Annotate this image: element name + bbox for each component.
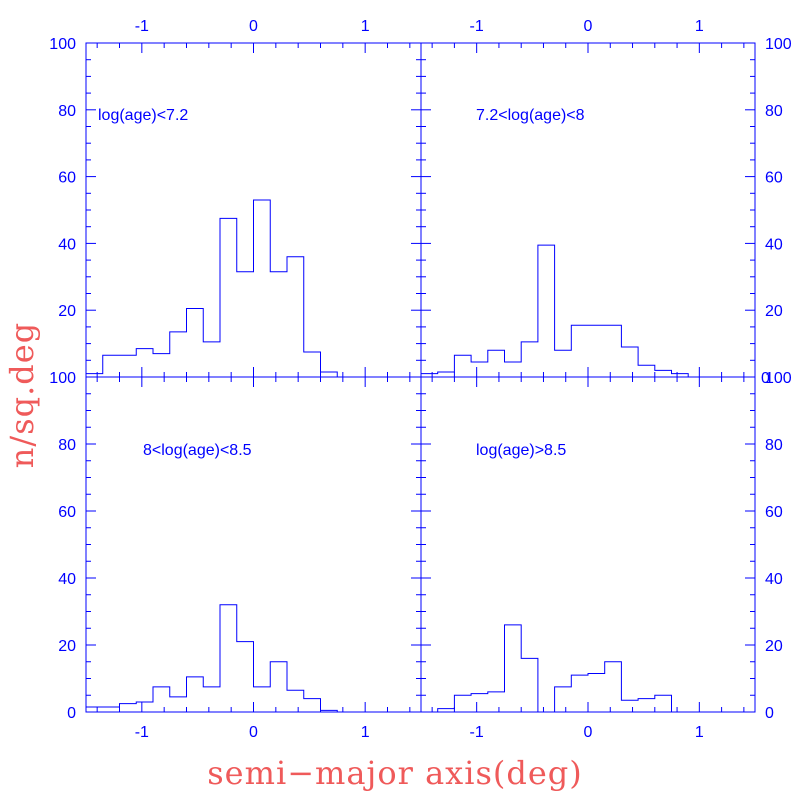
x-tick-label: 0 <box>584 724 593 741</box>
y-tick-label: 0 <box>67 705 76 722</box>
y-tick-label: 100 <box>765 370 792 387</box>
panel-frame <box>420 376 756 713</box>
y-tick-label: 20 <box>58 638 76 655</box>
y-tick-label: 20 <box>765 638 783 655</box>
y-tick-label: 60 <box>58 170 76 187</box>
x-tick-label: 1 <box>695 18 704 35</box>
x-tick-label: 1 <box>695 724 704 741</box>
y-axis-title: n/sq.deg <box>3 322 41 468</box>
y-tick-label: 40 <box>765 236 783 253</box>
panel-label: 8<log(age)<8.5 <box>143 442 252 459</box>
histogram-line <box>86 604 421 713</box>
x-tick-label: -1 <box>135 18 149 35</box>
x-tick-label: -1 <box>470 18 484 35</box>
x-tick-label: 1 <box>361 18 370 35</box>
histogram-line <box>421 624 755 713</box>
y-tick-label: 100 <box>49 370 76 387</box>
x-tick-label: 0 <box>584 18 593 35</box>
y-tick-label: 80 <box>58 103 76 120</box>
x-tick-label: 1 <box>361 724 370 741</box>
panel-label: log(age)>8.5 <box>476 442 566 459</box>
y-tick-label: 60 <box>765 170 783 187</box>
panel-bottom-left: 0 20 40 60 80 100 -1 0 1 8<log(age)<8.5 <box>49 370 422 741</box>
panel-label: 7.2<log(age)<8 <box>476 107 585 124</box>
histogram-line <box>421 244 755 378</box>
y-tick-label: 20 <box>765 303 783 320</box>
x-tick-label: 0 <box>249 724 258 741</box>
panel-label: log(age)<7.2 <box>98 107 188 124</box>
y-tick-label: 20 <box>58 303 76 320</box>
y-tick-label: 100 <box>49 36 76 53</box>
x-axis-title: semi−major axis(deg) <box>207 754 582 792</box>
panel-frame <box>420 42 756 378</box>
histogram-line <box>86 199 421 378</box>
y-tick-label: 40 <box>58 571 76 588</box>
x-tick-label: -1 <box>470 724 484 741</box>
y-tick-label: 0 <box>761 370 770 387</box>
y-tick-label: 80 <box>58 437 76 454</box>
panel-bottom-right: 0 20 40 60 80 100 -1 0 1 log(age)>8.5 <box>420 370 792 741</box>
x-tick-label: -1 <box>135 724 149 741</box>
y-tick-label: 0 <box>765 705 774 722</box>
y-tick-label: 40 <box>58 236 76 253</box>
panel-top-left: 20 40 60 80 100 -1 0 1 log(age)<7.2 <box>49 18 422 378</box>
y-tick-label: 60 <box>765 504 783 521</box>
y-tick-label: 40 <box>765 571 783 588</box>
y-tick-label: 100 <box>765 36 792 53</box>
y-tick-label: 80 <box>765 103 783 120</box>
x-tick-label: 0 <box>249 18 258 35</box>
y-tick-label: 60 <box>58 504 76 521</box>
y-tick-label: 80 <box>765 437 783 454</box>
